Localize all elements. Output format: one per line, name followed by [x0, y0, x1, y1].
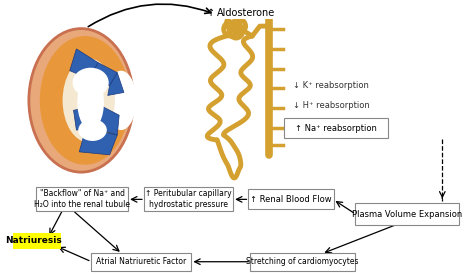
Ellipse shape — [106, 71, 136, 130]
Ellipse shape — [63, 58, 115, 142]
Text: Plasma Volume Expansion: Plasma Volume Expansion — [352, 210, 462, 219]
Text: ↓ K⁺ reabsorption: ↓ K⁺ reabsorption — [293, 81, 369, 90]
Polygon shape — [70, 49, 98, 79]
Text: ↓ H⁺ reabsorption: ↓ H⁺ reabsorption — [293, 101, 370, 110]
Polygon shape — [108, 73, 124, 95]
Polygon shape — [73, 105, 100, 130]
Text: "Backflow" of Na⁺ and
H₂O into the renal tubule: "Backflow" of Na⁺ and H₂O into the renal… — [34, 189, 130, 209]
FancyBboxPatch shape — [283, 118, 388, 138]
Text: ↑ Peritubular capillary
hydrostatic pressure: ↑ Peritubular capillary hydrostatic pres… — [145, 189, 232, 209]
FancyBboxPatch shape — [248, 189, 334, 209]
FancyBboxPatch shape — [36, 187, 128, 211]
FancyBboxPatch shape — [144, 187, 233, 211]
FancyBboxPatch shape — [250, 253, 355, 271]
Ellipse shape — [73, 68, 109, 97]
Text: ↑ Na⁺ reabsorption: ↑ Na⁺ reabsorption — [295, 124, 377, 133]
Text: Aldosterone: Aldosterone — [217, 8, 275, 18]
Ellipse shape — [29, 28, 133, 172]
Ellipse shape — [78, 119, 107, 141]
FancyBboxPatch shape — [7, 233, 61, 249]
FancyBboxPatch shape — [355, 203, 459, 225]
Text: Atrial Natriuretic Factor: Atrial Natriuretic Factor — [96, 257, 186, 266]
Polygon shape — [89, 63, 117, 85]
Text: ↑: ↑ — [207, 8, 215, 18]
Polygon shape — [95, 105, 119, 135]
Polygon shape — [79, 128, 117, 155]
Text: ↑ Renal Blood Flow: ↑ Renal Blood Flow — [250, 195, 332, 204]
Text: Natriuresis: Natriuresis — [5, 236, 62, 246]
Ellipse shape — [77, 75, 104, 130]
Text: Stretching of cardiomyocytes: Stretching of cardiomyocytes — [246, 257, 359, 266]
FancyBboxPatch shape — [91, 253, 191, 271]
Ellipse shape — [40, 36, 130, 165]
